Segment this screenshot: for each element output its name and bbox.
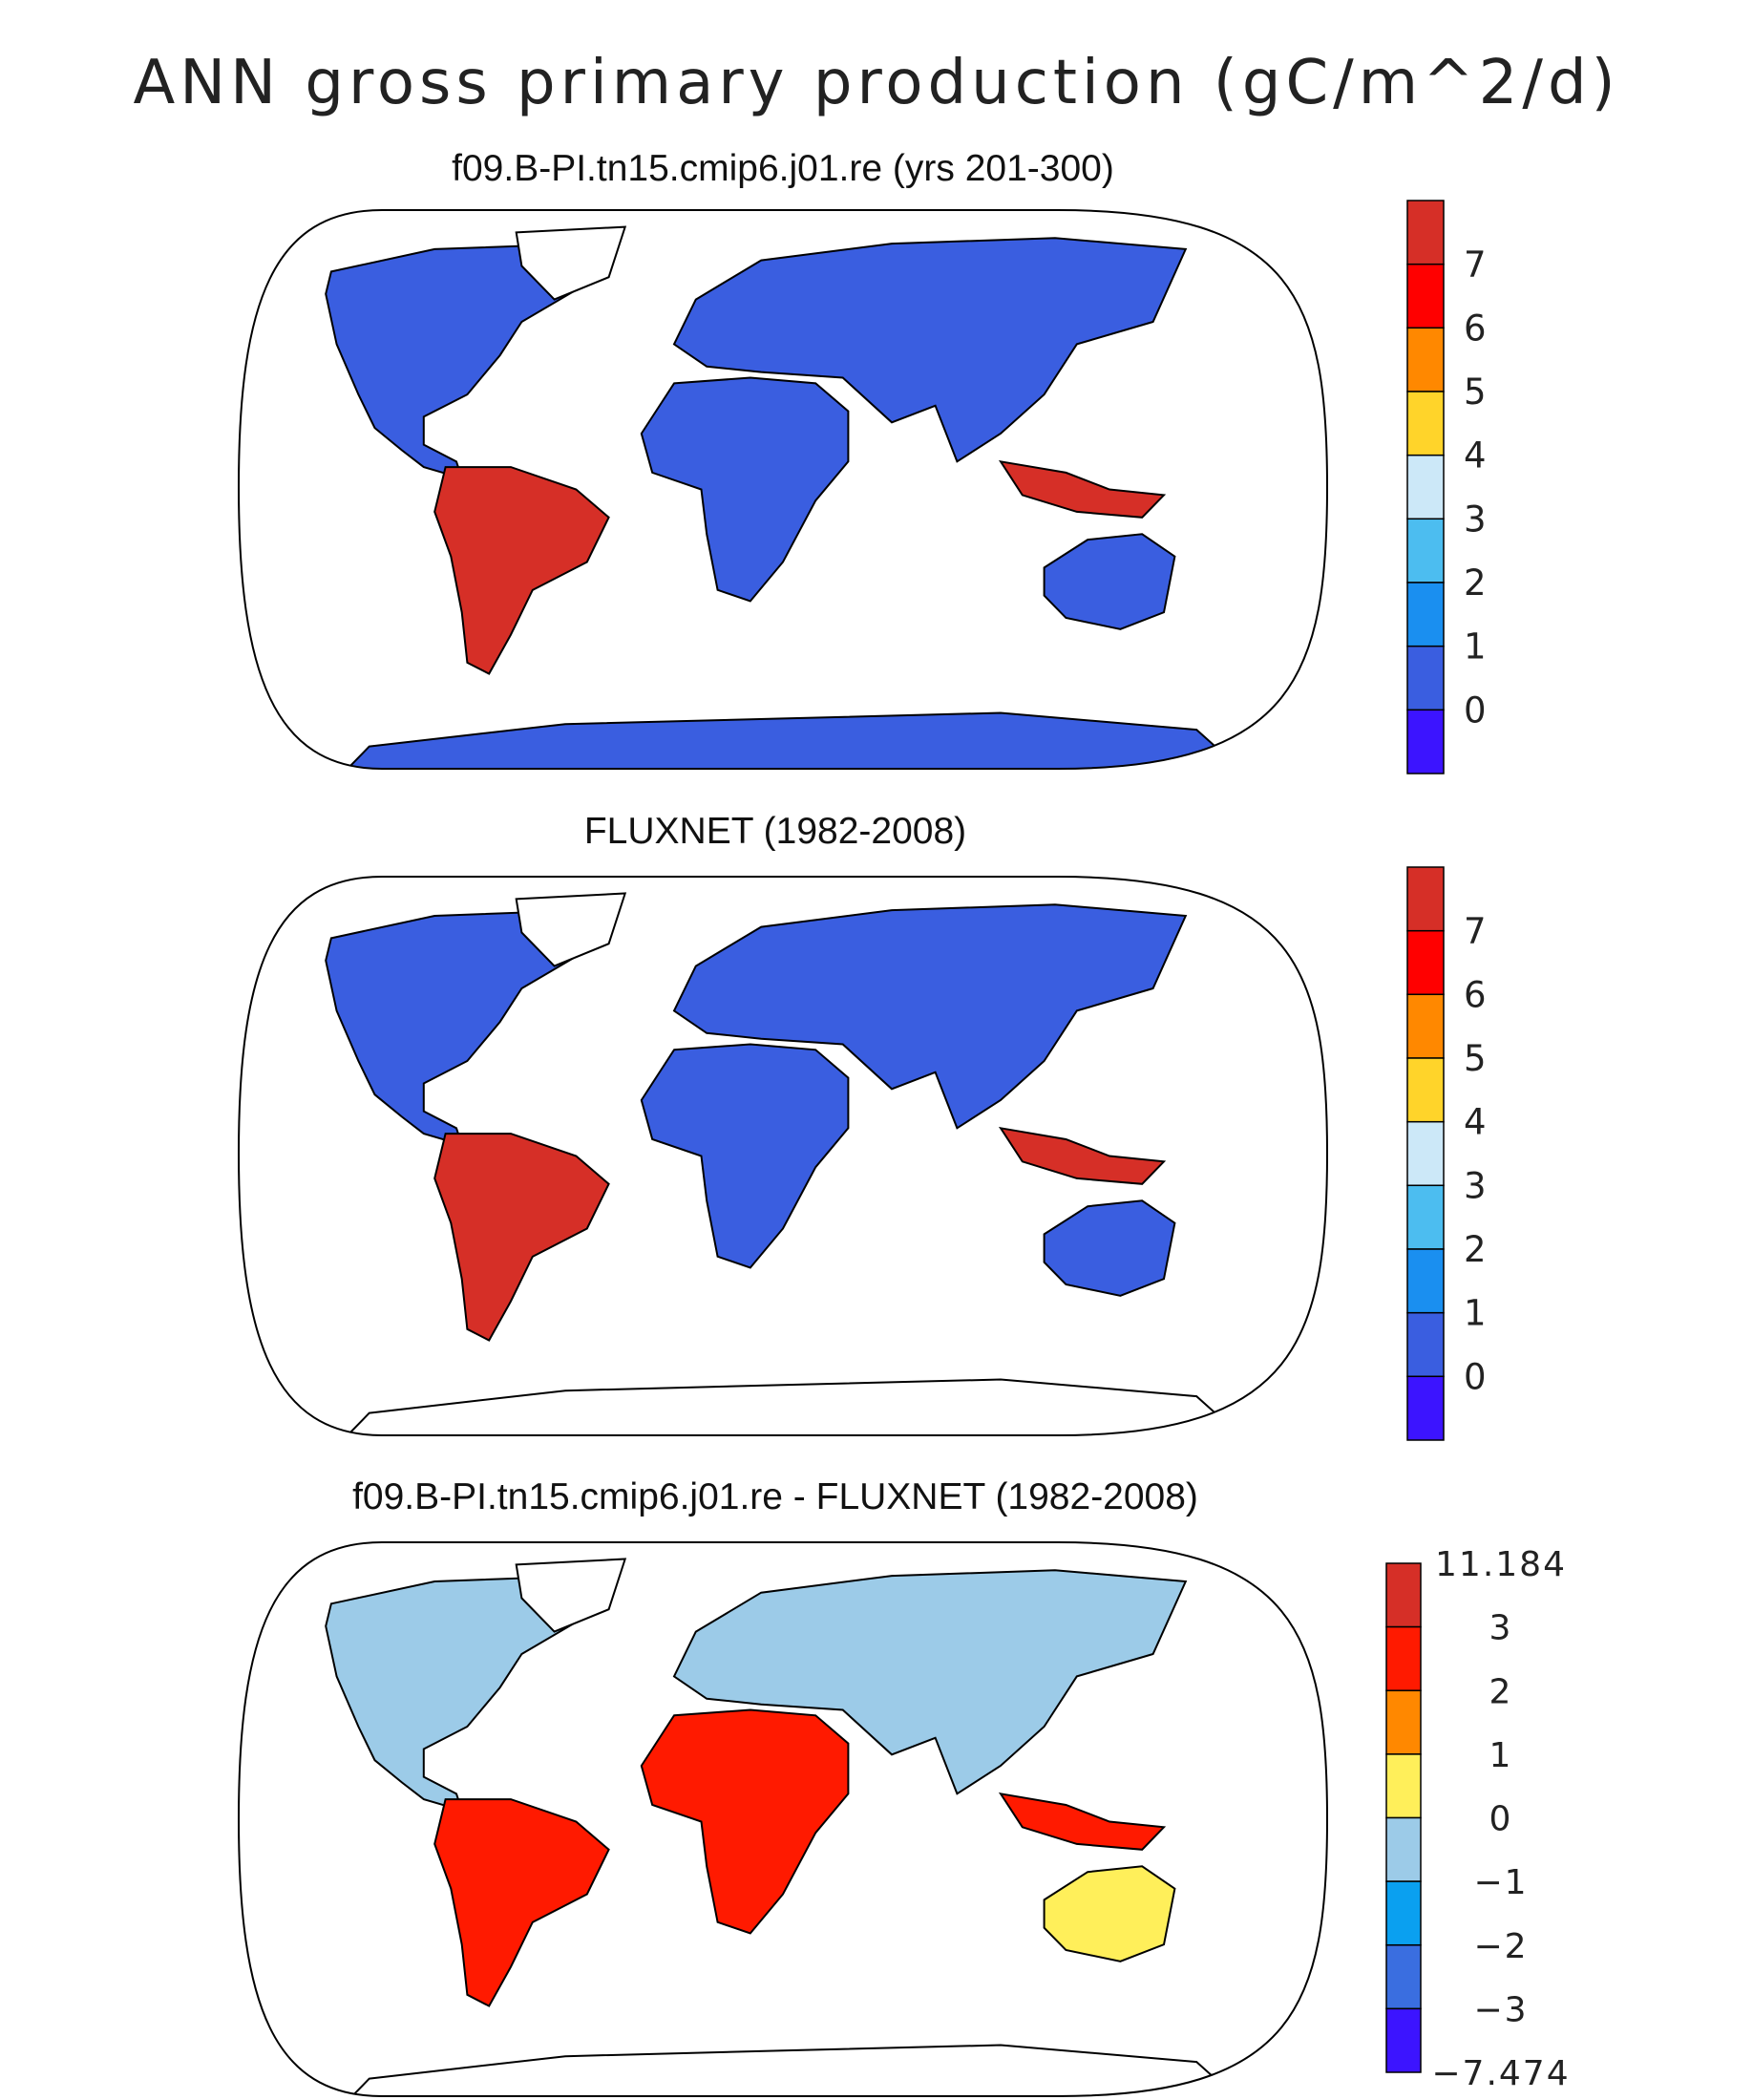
region-eurasia	[672, 1569, 1188, 1795]
colorbar-swatch	[1406, 518, 1445, 583]
map-border	[237, 1541, 1329, 2097]
region-antarctica	[345, 1378, 1243, 1435]
map-border	[237, 209, 1329, 770]
colorbar-swatch	[1406, 1248, 1445, 1314]
colorbar-swatch	[1385, 1562, 1422, 1628]
colorbar-model: 7 6 5 4 3 2 1 0	[1406, 200, 1487, 774]
colorbar-tick-label: 1	[1464, 1293, 1487, 1334]
colorbar-swatch	[1406, 866, 1445, 932]
region-australia	[1043, 1865, 1176, 1962]
colorbar-diff: 11.184 3 2 1 0 −1 −2 −3 −7.474	[1385, 1545, 1570, 2093]
colorbar-tick-label: −7.474	[1431, 2054, 1570, 2093]
colorbar-tick-label: 0	[1489, 1800, 1513, 1839]
colorbar-swatch	[1406, 1375, 1445, 1441]
colorbar-tick-label: 1	[1489, 1736, 1513, 1775]
region-antarctica	[345, 2044, 1243, 2096]
region-africa	[640, 1708, 850, 1935]
figure-title: ANN gross primary production (gC/m^2/d)	[133, 48, 1619, 118]
land-fill-diff	[325, 1558, 1243, 2096]
colorbar-swatch	[1406, 645, 1445, 711]
region-greenland	[515, 225, 627, 301]
region-africa	[640, 376, 850, 603]
colorbar-swatch	[1406, 454, 1445, 520]
region-australia	[1043, 1199, 1176, 1297]
colorbar-swatch	[1406, 200, 1445, 265]
region-africa	[640, 1043, 850, 1269]
colorbar-tick-label: 2	[1464, 562, 1487, 604]
panel-title: f09.B-PI.tn15.cmip6.j01.re - FLUXNET (19…	[352, 1476, 1198, 1517]
colorbar-tick-label: 2	[1464, 1229, 1487, 1270]
region-southeast-asia	[998, 459, 1167, 519]
region-antarctica	[345, 711, 1243, 769]
colorbar-tick-label: 2	[1489, 1672, 1513, 1711]
colorbar-obs: 7 6 5 4 3 2 1 0	[1406, 866, 1487, 1441]
colorbar-swatch	[1385, 2007, 1422, 2073]
colorbar-swatch	[1385, 1625, 1422, 1691]
colorbar-tick-label: 0	[1464, 1356, 1487, 1397]
colorbar-swatch	[1406, 327, 1445, 392]
colorbar-tick-label: 3	[1489, 1609, 1513, 1648]
colorbar-tick-label: 3	[1464, 1165, 1487, 1206]
colorbar-tick-label: 5	[1464, 371, 1487, 413]
colorbar-swatch	[1406, 929, 1445, 996]
panel-title: FLUXNET (1982-2008)	[584, 811, 966, 852]
colorbar-tick-label: 1	[1464, 626, 1487, 668]
region-south-america	[433, 1133, 610, 1342]
colorbar-swatch	[1406, 1057, 1445, 1123]
region-south-america	[433, 1798, 610, 2007]
colorbar-tick-label: 6	[1464, 308, 1487, 349]
colorbar-swatch	[1406, 709, 1445, 774]
region-eurasia	[672, 237, 1188, 463]
colorbar-swatch	[1406, 582, 1445, 647]
colorbar-tick-label: 4	[1464, 1102, 1487, 1143]
colorbar-swatch	[1406, 1120, 1445, 1187]
panel-obs: FLUXNET (1982-2008) 7 6 5 4 3 2 1 0	[237, 811, 1487, 1441]
colorbar-tick-label: 5	[1464, 1038, 1487, 1079]
colorbar-swatch	[1406, 1184, 1445, 1250]
colorbar-tick-label: 3	[1464, 498, 1487, 540]
map-model	[325, 225, 1243, 769]
colorbar-tick-label: 7	[1464, 244, 1487, 286]
region-eurasia	[672, 903, 1188, 1130]
colorbar-tick-label: 11.184	[1435, 1545, 1567, 1584]
colorbar-swatch	[1385, 1816, 1422, 1882]
colorbar-swatch	[1385, 1753, 1422, 1819]
colorbar-tick-label: 0	[1464, 689, 1487, 731]
region-southeast-asia	[998, 1126, 1167, 1185]
colorbar-tick-label: −1	[1473, 1863, 1528, 1902]
region-australia	[1043, 533, 1176, 630]
colorbar-swatch	[1385, 1944, 1422, 2010]
region-southeast-asia	[998, 1792, 1167, 1851]
colorbar-tick-label: 7	[1464, 911, 1487, 952]
region-south-america	[433, 466, 610, 675]
colorbar-tick-label: −2	[1473, 1927, 1528, 1966]
colorbar-swatch	[1406, 263, 1445, 329]
map-obs	[325, 892, 1243, 1435]
colorbar-swatch	[1406, 1311, 1445, 1378]
colorbar-tick-label: 6	[1464, 974, 1487, 1015]
colorbar-swatch	[1406, 391, 1445, 456]
region-greenland	[515, 892, 627, 967]
colorbar-swatch	[1385, 1880, 1422, 1946]
map-diff	[325, 1558, 1243, 2096]
panel-model: f09.B-PI.tn15.cmip6.j01.re (yrs 201-300)…	[237, 148, 1487, 774]
land-fill-obs	[325, 892, 1243, 1435]
colorbar-tick-label: 4	[1464, 435, 1487, 477]
panel-title: f09.B-PI.tn15.cmip6.j01.re (yrs 201-300)	[452, 148, 1114, 189]
colorbar-swatch	[1406, 993, 1445, 1059]
map-border	[237, 876, 1329, 1436]
colorbar-tick-label: −3	[1473, 1990, 1528, 2029]
land-fill-model	[325, 225, 1243, 769]
region-greenland	[515, 1558, 627, 1633]
panel-diff: f09.B-PI.tn15.cmip6.j01.re - FLUXNET (19…	[237, 1476, 1570, 2097]
colorbar-swatch	[1385, 1689, 1422, 1755]
